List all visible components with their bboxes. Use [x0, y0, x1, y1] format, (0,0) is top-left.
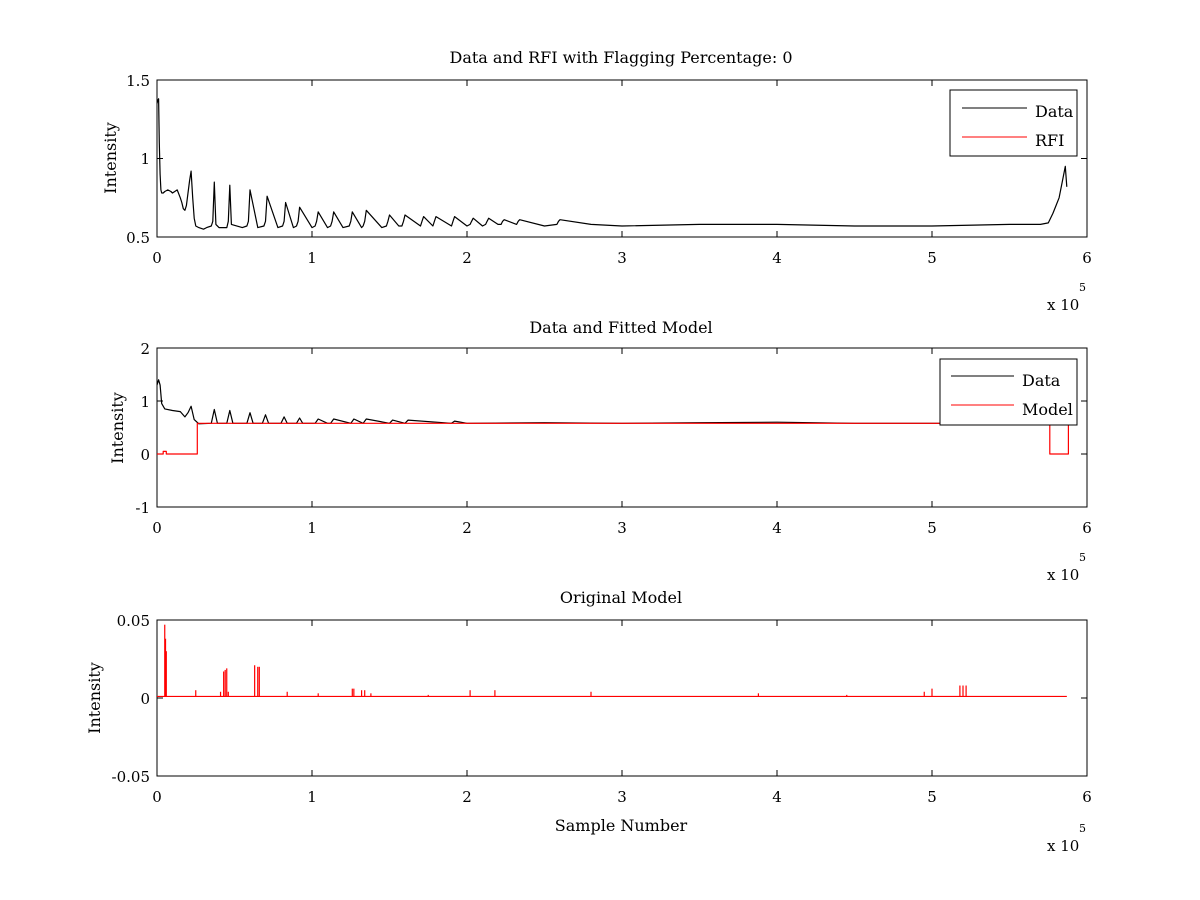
panel-3-y-tick-label: -0.05	[112, 768, 150, 786]
panel-3: Original Model Intensity 0 1 2 3 4 5 6 -…	[85, 588, 1092, 855]
panel-1-plot-area	[156, 79, 1088, 238]
panel-1: Data and RFI with Flagging Percentage: 0…	[101, 48, 1092, 314]
panel-1-series-layer	[156, 98, 1068, 230]
panel-1-x-multiplier: x 10 5	[1047, 281, 1086, 314]
panel-1-x-tick-label: 0	[152, 249, 162, 267]
panel-1-y-tick-label: 1.5	[126, 72, 150, 90]
panel-2-legend-label-data: Data	[1022, 371, 1061, 390]
panel-3-x-multiplier-base: x 10	[1047, 837, 1079, 855]
panel-2-y-tick-label: 1	[140, 393, 150, 411]
panel-2-series-model	[157, 422, 1070, 455]
panel-3-x-tick-label: 2	[462, 788, 472, 806]
panel-1-legend: Data RFI	[949, 89, 1078, 157]
panel-1-legend-label-rfi: RFI	[1035, 131, 1064, 150]
panel-1-x-tick-label: 4	[772, 249, 782, 267]
panel-2-x-tick-label: 4	[772, 519, 782, 537]
panel-2-legend-box	[939, 358, 1078, 426]
panel-2-x-multiplier: x 10 5	[1047, 551, 1086, 584]
panel-1-legend-box	[949, 89, 1078, 157]
panel-3-x-tick-label: 5	[927, 788, 937, 806]
panel-3-x-tick-label: 6	[1082, 788, 1092, 806]
panel-1-y-tick-labels: 0.5 1 1.5	[126, 72, 150, 247]
panel-3-x-axis-label: Sample Number	[555, 816, 688, 835]
panel-1-series-data	[156, 98, 1068, 230]
panel-1-x-tick-label: 5	[927, 249, 937, 267]
panel-2-x-tick-label: 6	[1082, 519, 1092, 537]
panel-2-y-tick-label: 2	[140, 340, 150, 358]
panel-2-plot-area	[156, 347, 1088, 508]
panel-2-y-axis-label: Intensity	[108, 392, 127, 464]
panel-1-title: Data and RFI with Flagging Percentage: 0	[449, 48, 792, 67]
panel-2-x-tick-label: 5	[927, 519, 937, 537]
panel-3-y-tick-label: 0	[140, 690, 150, 708]
panel-2-x-tick-label: 0	[152, 519, 162, 537]
panel-3-x-tick-label: 0	[152, 788, 162, 806]
panel-2-x-tick-label: 3	[617, 519, 627, 537]
panel-3-grid-ticks	[156, 619, 1088, 777]
panel-2-y-tick-label: 0	[140, 446, 150, 464]
panel-2-x-tick-label: 2	[462, 519, 472, 537]
panel-2-title: Data and Fitted Model	[529, 318, 712, 337]
panel-2-series-layer	[156, 379, 1070, 455]
panel-3-x-tick-labels: 0 1 2 3 4 5 6	[152, 788, 1092, 806]
panel-1-y-tick-label: 0.5	[126, 229, 150, 247]
panel-3-x-tick-label: 3	[617, 788, 627, 806]
panel-2: Data and Fitted Model Intensity 0 1 2 3 …	[108, 318, 1092, 584]
panel-2-x-tick-label: 1	[307, 519, 317, 537]
panel-2-y-tick-label: -1	[135, 499, 150, 517]
panel-1-x-tick-label: 2	[462, 249, 472, 267]
panel-2-grid-ticks	[156, 347, 1088, 508]
panel-3-y-axis-label: Intensity	[85, 662, 104, 734]
panel-1-x-tick-label: 3	[617, 249, 627, 267]
panel-2-y-tick-labels: -1 0 1 2	[135, 340, 150, 517]
panel-3-y-tick-labels: -0.05 0 0.05	[112, 612, 150, 786]
panel-1-x-multiplier-base: x 10	[1047, 296, 1079, 314]
panel-2-legend-label-model: Model	[1022, 400, 1073, 419]
panel-3-x-tick-label: 1	[307, 788, 317, 806]
panel-3-y-tick-label: 0.05	[117, 612, 150, 630]
panel-2-x-tick-labels: 0 1 2 3 4 5 6	[152, 519, 1092, 537]
panel-2-x-multiplier-exponent: 5	[1079, 551, 1086, 564]
panel-1-y-axis-label: Intensity	[101, 122, 120, 194]
panel-1-y-tick-label: 1	[140, 150, 150, 168]
panel-3-title: Original Model	[560, 588, 682, 607]
panel-2-legend: Data Model	[939, 358, 1078, 426]
panel-1-grid-ticks	[156, 79, 1088, 238]
panel-1-x-tick-label: 1	[307, 249, 317, 267]
panel-3-series-layer	[157, 624, 1067, 698]
panel-3-x-multiplier: x 10 5	[1047, 822, 1086, 855]
panel-1-x-tick-labels: 0 1 2 3 4 5 6	[152, 249, 1092, 267]
panel-2-x-multiplier-base: x 10	[1047, 566, 1079, 584]
panel-3-plot-area	[156, 619, 1088, 777]
panel-1-x-multiplier-exponent: 5	[1079, 281, 1086, 294]
panel-1-x-tick-label: 6	[1082, 249, 1092, 267]
panel-1-legend-label-data: Data	[1035, 102, 1074, 121]
panel-3-x-tick-label: 4	[772, 788, 782, 806]
panel-3-x-multiplier-exponent: 5	[1079, 822, 1086, 835]
